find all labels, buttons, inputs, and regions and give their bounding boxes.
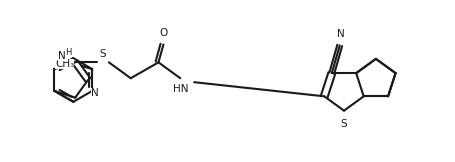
- Text: H: H: [65, 48, 71, 57]
- Text: N: N: [91, 88, 99, 98]
- Text: S: S: [340, 119, 347, 129]
- Text: HN: HN: [172, 84, 187, 94]
- Text: CH₃: CH₃: [55, 59, 74, 69]
- Text: O: O: [159, 28, 167, 38]
- Text: N: N: [336, 29, 344, 40]
- Text: N: N: [58, 51, 66, 61]
- Text: S: S: [100, 49, 106, 59]
